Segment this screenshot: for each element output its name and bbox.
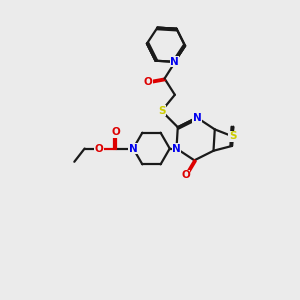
Text: N: N bbox=[170, 57, 179, 67]
Text: O: O bbox=[181, 170, 190, 180]
Text: O: O bbox=[95, 143, 104, 154]
Text: O: O bbox=[111, 127, 120, 137]
Text: N: N bbox=[193, 112, 201, 123]
Text: S: S bbox=[158, 106, 165, 116]
Text: N: N bbox=[172, 143, 181, 154]
Text: S: S bbox=[229, 131, 236, 141]
Text: N: N bbox=[129, 143, 138, 154]
Text: O: O bbox=[144, 76, 153, 86]
